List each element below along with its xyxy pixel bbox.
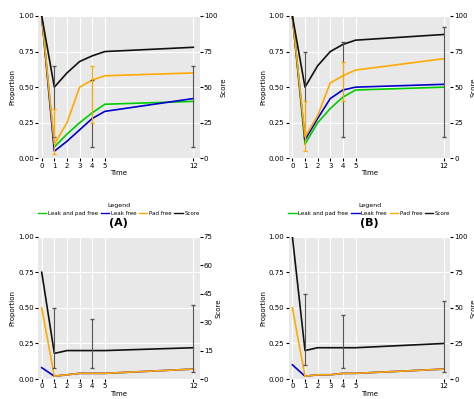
X-axis label: Time: Time — [361, 170, 378, 176]
Y-axis label: Score: Score — [471, 77, 474, 97]
Y-axis label: Score: Score — [216, 298, 221, 318]
Y-axis label: Proportion: Proportion — [260, 290, 266, 326]
X-axis label: Time: Time — [361, 391, 378, 397]
Y-axis label: Score: Score — [220, 77, 226, 97]
Legend: Leak and pad free, Leak free, Pad free, Score: Leak and pad free, Leak free, Pad free, … — [36, 201, 202, 218]
Y-axis label: Proportion: Proportion — [260, 69, 266, 105]
Y-axis label: Proportion: Proportion — [9, 290, 15, 326]
Y-axis label: Score: Score — [471, 298, 474, 318]
X-axis label: Time: Time — [110, 391, 128, 397]
Y-axis label: Proportion: Proportion — [9, 69, 15, 105]
Text: (A): (A) — [109, 218, 128, 228]
X-axis label: Time: Time — [110, 170, 128, 176]
Text: (B): (B) — [360, 218, 379, 228]
Legend: Leak and pad free, Leak free, Pad free, Score: Leak and pad free, Leak free, Pad free, … — [286, 201, 453, 218]
